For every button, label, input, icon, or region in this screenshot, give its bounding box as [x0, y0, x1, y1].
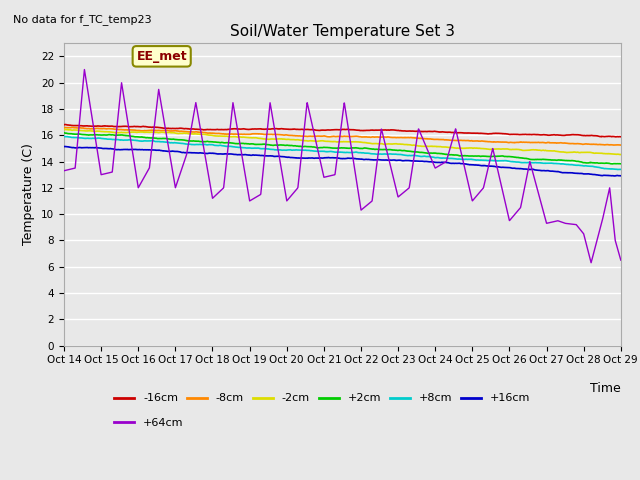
Text: No data for f_TC_temp23: No data for f_TC_temp23: [13, 14, 152, 25]
Legend: +64cm: +64cm: [114, 418, 184, 428]
Text: EE_met: EE_met: [136, 50, 187, 63]
Text: Time: Time: [590, 382, 621, 395]
Y-axis label: Temperature (C): Temperature (C): [22, 144, 35, 245]
Title: Soil/Water Temperature Set 3: Soil/Water Temperature Set 3: [230, 24, 455, 39]
